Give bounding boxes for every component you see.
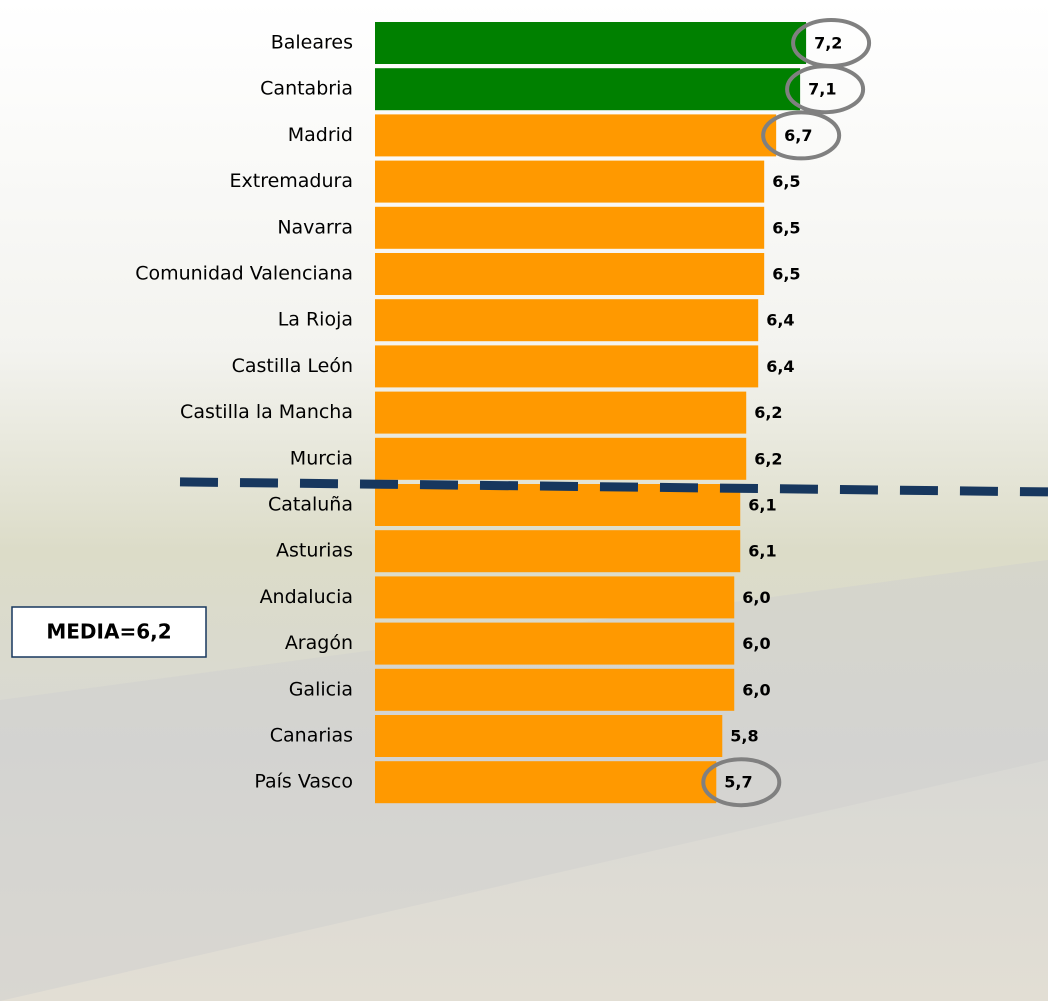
highlight-ring [785,64,866,115]
bar [375,530,741,573]
bar [375,576,735,619]
bar [375,715,723,757]
bar [375,668,735,711]
bar [375,68,801,111]
bar [375,391,747,434]
value-label: 6,5 [772,218,800,237]
category-label: Asturias [276,540,353,562]
category-label: País Vasco [254,771,353,793]
value-label: 6,0 [742,680,770,699]
category-label: Cataluña [268,494,353,516]
category-label: Navarra [277,216,353,238]
value-label: 7,2 [814,34,842,53]
value-label: 7,1 [808,80,836,99]
mean-label: MEDIA=6,2 [46,620,171,644]
mean-line [179,477,1048,497]
category-label: Castilla la Mancha [180,401,353,423]
category-label: Comunidad Valenciana [135,263,353,285]
category-label: Castilla León [232,355,353,377]
value-label: 6,0 [742,634,770,653]
value-label: 6,0 [742,588,770,607]
bar [375,437,747,480]
value-label: 6,5 [772,265,800,284]
value-label: 6,7 [784,126,812,145]
category-label: Extremadura [230,170,354,192]
bar [375,299,759,342]
category-label: Aragón [285,632,353,654]
bar [375,622,735,665]
category-label: Andalucia [260,586,353,608]
category-label: Madrid [288,124,353,146]
bar [375,253,765,295]
value-label: 6,5 [772,172,800,191]
value-label: 6,4 [766,357,794,376]
category-label: Galicia [289,678,353,700]
highlight-ring [701,757,782,808]
category-label: Murcia [290,447,353,469]
bar [375,345,759,388]
mean-box [11,606,207,658]
category-label: La Rioja [278,309,353,331]
category-label: Cantabria [260,78,353,100]
bar [375,22,807,64]
value-label: 5,8 [730,727,758,746]
bar [375,761,717,804]
value-label: 6,2 [754,403,782,422]
value-label: 6,1 [748,496,776,515]
bar [375,206,765,249]
category-label: Canarias [270,725,353,747]
value-label: 6,2 [754,449,782,468]
value-label: 6,1 [748,542,776,561]
value-label: 6,4 [766,311,794,330]
bar [375,160,765,203]
value-label: 5,7 [724,773,752,792]
category-label: Baleares [271,32,353,54]
bar [375,114,777,157]
highlight-ring [761,110,842,161]
